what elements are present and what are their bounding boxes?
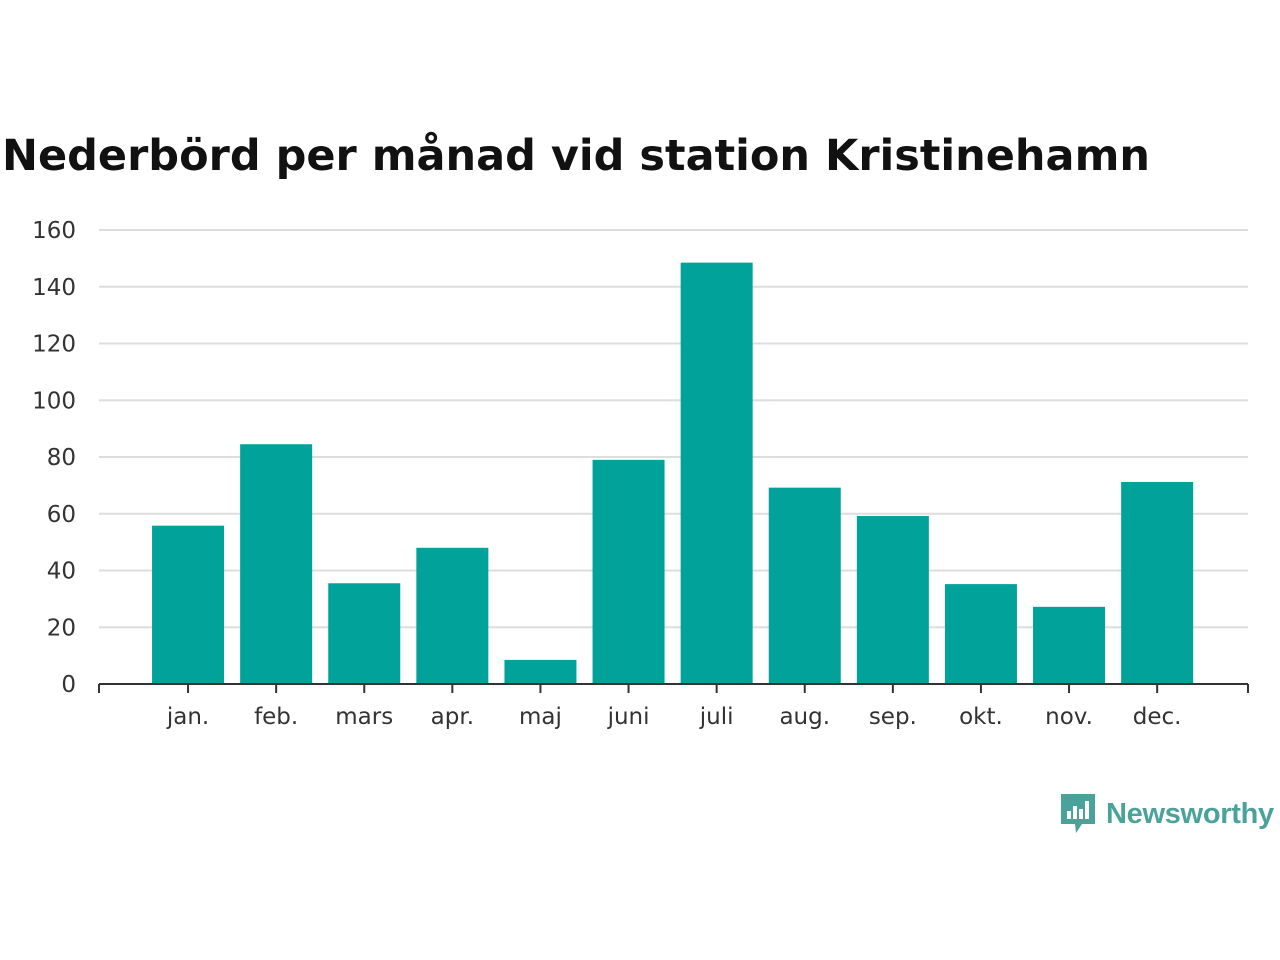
brand-logo: Newsworthy (1058, 792, 1274, 836)
y-tick-label: 0 (61, 672, 76, 698)
y-tick-label: 40 (47, 559, 76, 585)
x-tick-label: sep. (869, 704, 917, 730)
x-tick-label: nov. (1045, 704, 1093, 730)
x-tick-label: maj (519, 704, 562, 730)
y-tick-label: 80 (47, 445, 76, 471)
bar-mars (328, 583, 401, 684)
y-tick-label: 60 (47, 502, 76, 528)
chart-title: Nederbörd per månad vid station Kristine… (2, 131, 1150, 181)
bar-maj (504, 659, 577, 684)
bar-juni (592, 459, 665, 684)
bar-chart-speech-bubble-icon (1061, 794, 1095, 833)
bar-aug (768, 487, 841, 684)
x-tick-label: juni (607, 704, 650, 730)
x-tick-label: mars (335, 704, 393, 730)
y-tick-label: 120 (32, 332, 76, 358)
x-tick-label: feb. (254, 704, 298, 730)
x-tick-label: okt. (959, 704, 1003, 730)
y-tick-label: 140 (32, 275, 76, 301)
x-tick-label: juli (699, 704, 734, 730)
bar-apr (416, 547, 489, 684)
bar-sep (856, 516, 929, 684)
bar-feb (240, 444, 313, 684)
bar-jan (152, 525, 225, 684)
x-tick-label: jan. (166, 704, 209, 730)
bar-juli (680, 262, 753, 684)
bar-nov (1033, 606, 1106, 684)
bars (152, 262, 1194, 684)
bar-okt (944, 584, 1017, 684)
y-tick-label: 20 (47, 615, 76, 641)
x-tick-label: aug. (779, 704, 830, 730)
x-axis-ticks: jan. feb. mars apr. maj juni juli aug. sep. okt. n… (166, 684, 1182, 730)
x-tick-label: dec. (1133, 704, 1182, 730)
x-tick-label: apr. (431, 704, 474, 730)
brand-name: Newsworthy (1106, 797, 1274, 830)
y-tick-label: 100 (32, 388, 76, 414)
bar-dec (1121, 481, 1194, 684)
x-axis (98, 683, 1249, 693)
y-tick-label: 160 (32, 218, 76, 244)
y-axis-ticks: 0 20 40 60 80 100 120 140 160 (32, 218, 76, 698)
